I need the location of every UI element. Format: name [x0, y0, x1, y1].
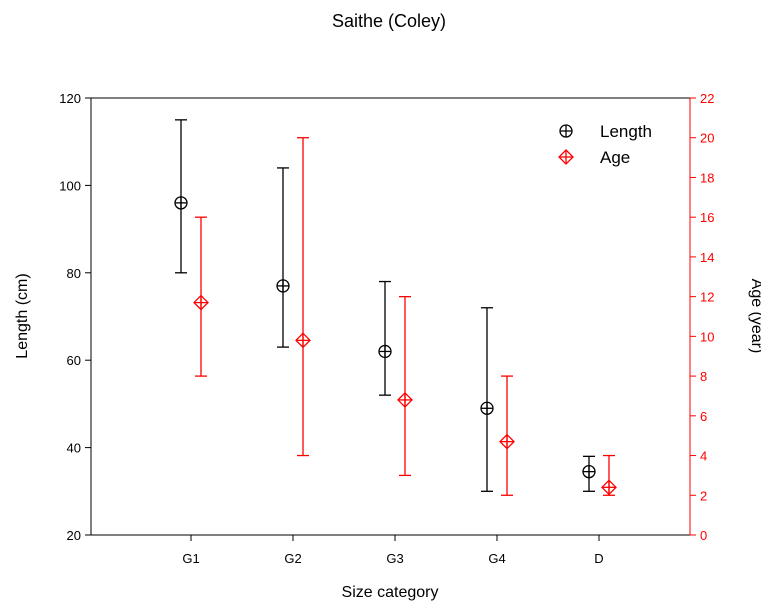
data-point: [174, 196, 188, 210]
x-axis: G1 G2 G3 G4 D: [182, 535, 604, 566]
y2-tick-label: 20: [700, 131, 714, 146]
x-axis-label: Size category: [342, 584, 439, 601]
data-point: [480, 401, 494, 415]
x-tick-label: G2: [284, 551, 301, 566]
y-axis-left: 20 40 60 80 100 120: [59, 91, 91, 543]
y2-tick-label: 8: [700, 369, 707, 384]
y-tick-label: 100: [59, 178, 81, 193]
y-tick-label: 60: [67, 353, 81, 368]
y2-tick-label: 18: [700, 170, 714, 185]
legend-label-length: Length: [600, 122, 652, 141]
data-point: [378, 344, 392, 359]
series-age: [193, 137, 617, 496]
legend-marker-length: [559, 124, 573, 138]
data-point: [582, 464, 596, 479]
y2-tick-label: 4: [700, 449, 707, 464]
y2-tick-label: 10: [700, 329, 714, 344]
y-axis-right: 0 2 4 6 8 10 12 14 16 18 20 22: [689, 91, 714, 543]
legend: Length Age: [558, 122, 652, 167]
y2-tick-label: 16: [700, 210, 714, 225]
data-point: [397, 392, 413, 408]
legend-marker-age: [558, 149, 574, 165]
data-point: [295, 332, 311, 349]
data-point: [276, 279, 290, 293]
y-tick-label: 20: [67, 528, 81, 543]
y-tick-label: 120: [59, 91, 81, 106]
chart-title: Saithe (Coley): [332, 11, 446, 31]
y2-tick-label: 0: [700, 528, 707, 543]
x-tick-label: D: [594, 551, 603, 566]
y2-tick-label: 2: [700, 488, 707, 503]
x-tick-label: G3: [386, 551, 403, 566]
y-axis-label: Length (cm): [14, 273, 31, 358]
x-tick-label: G1: [182, 551, 199, 566]
y2-tick-label: 6: [700, 409, 707, 424]
y-tick-label: 40: [67, 441, 81, 456]
y2-axis-label: Age (year): [748, 279, 761, 354]
y2-tick-label: 12: [700, 290, 714, 305]
data-point: [499, 433, 515, 450]
x-tick-label: G4: [488, 551, 505, 566]
series-length: [174, 119, 596, 492]
y-tick-label: 80: [67, 266, 81, 281]
series-layer: [174, 119, 617, 496]
y2-tick-label: 22: [700, 91, 714, 106]
data-point: [601, 479, 617, 496]
y2-tick-label: 14: [700, 250, 714, 265]
data-point: [193, 294, 209, 311]
legend-label-age: Age: [600, 148, 630, 167]
